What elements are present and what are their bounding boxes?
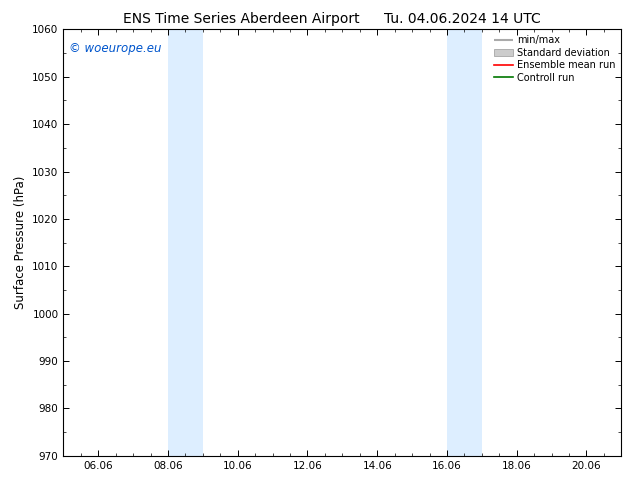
Legend: min/max, Standard deviation, Ensemble mean run, Controll run: min/max, Standard deviation, Ensemble me… (491, 32, 618, 85)
Text: © woeurope.eu: © woeurope.eu (69, 42, 162, 55)
Text: Tu. 04.06.2024 14 UTC: Tu. 04.06.2024 14 UTC (384, 12, 541, 26)
Y-axis label: Surface Pressure (hPa): Surface Pressure (hPa) (14, 176, 27, 309)
Text: ENS Time Series Aberdeen Airport: ENS Time Series Aberdeen Airport (122, 12, 359, 26)
Bar (447, 29, 482, 456)
Bar (168, 29, 203, 456)
